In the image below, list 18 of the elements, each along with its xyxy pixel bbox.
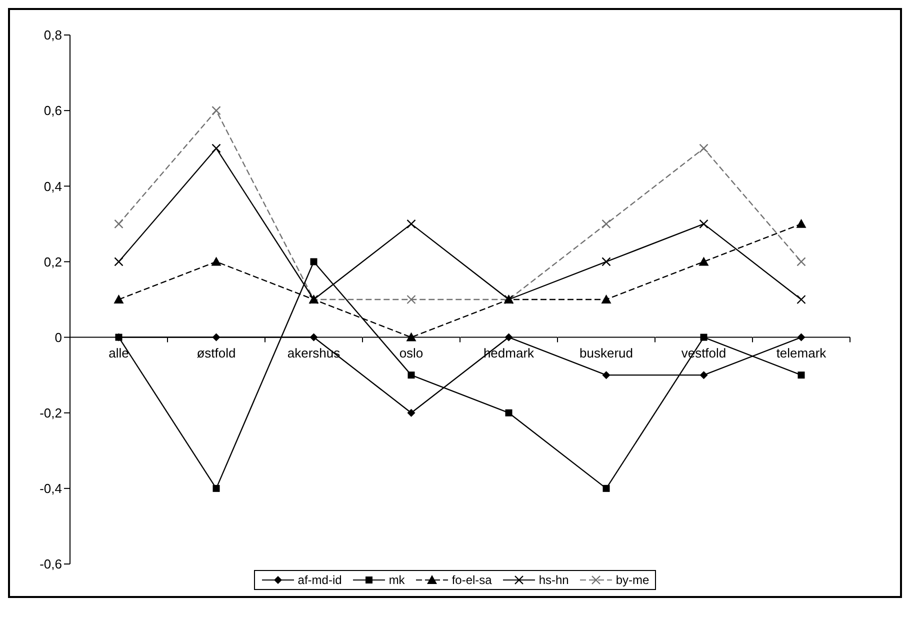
legend-label: af-md-id	[296, 573, 342, 587]
x-tick-label: oslo	[399, 345, 424, 360]
x-tick-label: østfold	[196, 345, 236, 360]
y-tick-label: -0,6	[40, 556, 62, 572]
x-tick-label: alle	[108, 345, 129, 360]
legend-label: hs-hn	[538, 573, 569, 587]
y-tick-label: 0	[54, 330, 62, 345]
x-tick-label: telemark	[776, 345, 827, 360]
legend-label: mk	[388, 573, 405, 587]
y-tick-label: 0,8	[44, 28, 62, 43]
y-tick-label: 0,2	[44, 254, 62, 270]
y-tick-label: 0,4	[44, 178, 62, 194]
y-tick-label: 0,6	[44, 103, 62, 118]
y-tick-label: -0,2	[40, 405, 62, 420]
legend-label: by-me	[614, 573, 650, 587]
y-tick-label: -0,4	[40, 481, 62, 496]
legend-label: fo-el-sa	[450, 573, 492, 587]
x-tick-label: buskerud	[580, 345, 633, 360]
